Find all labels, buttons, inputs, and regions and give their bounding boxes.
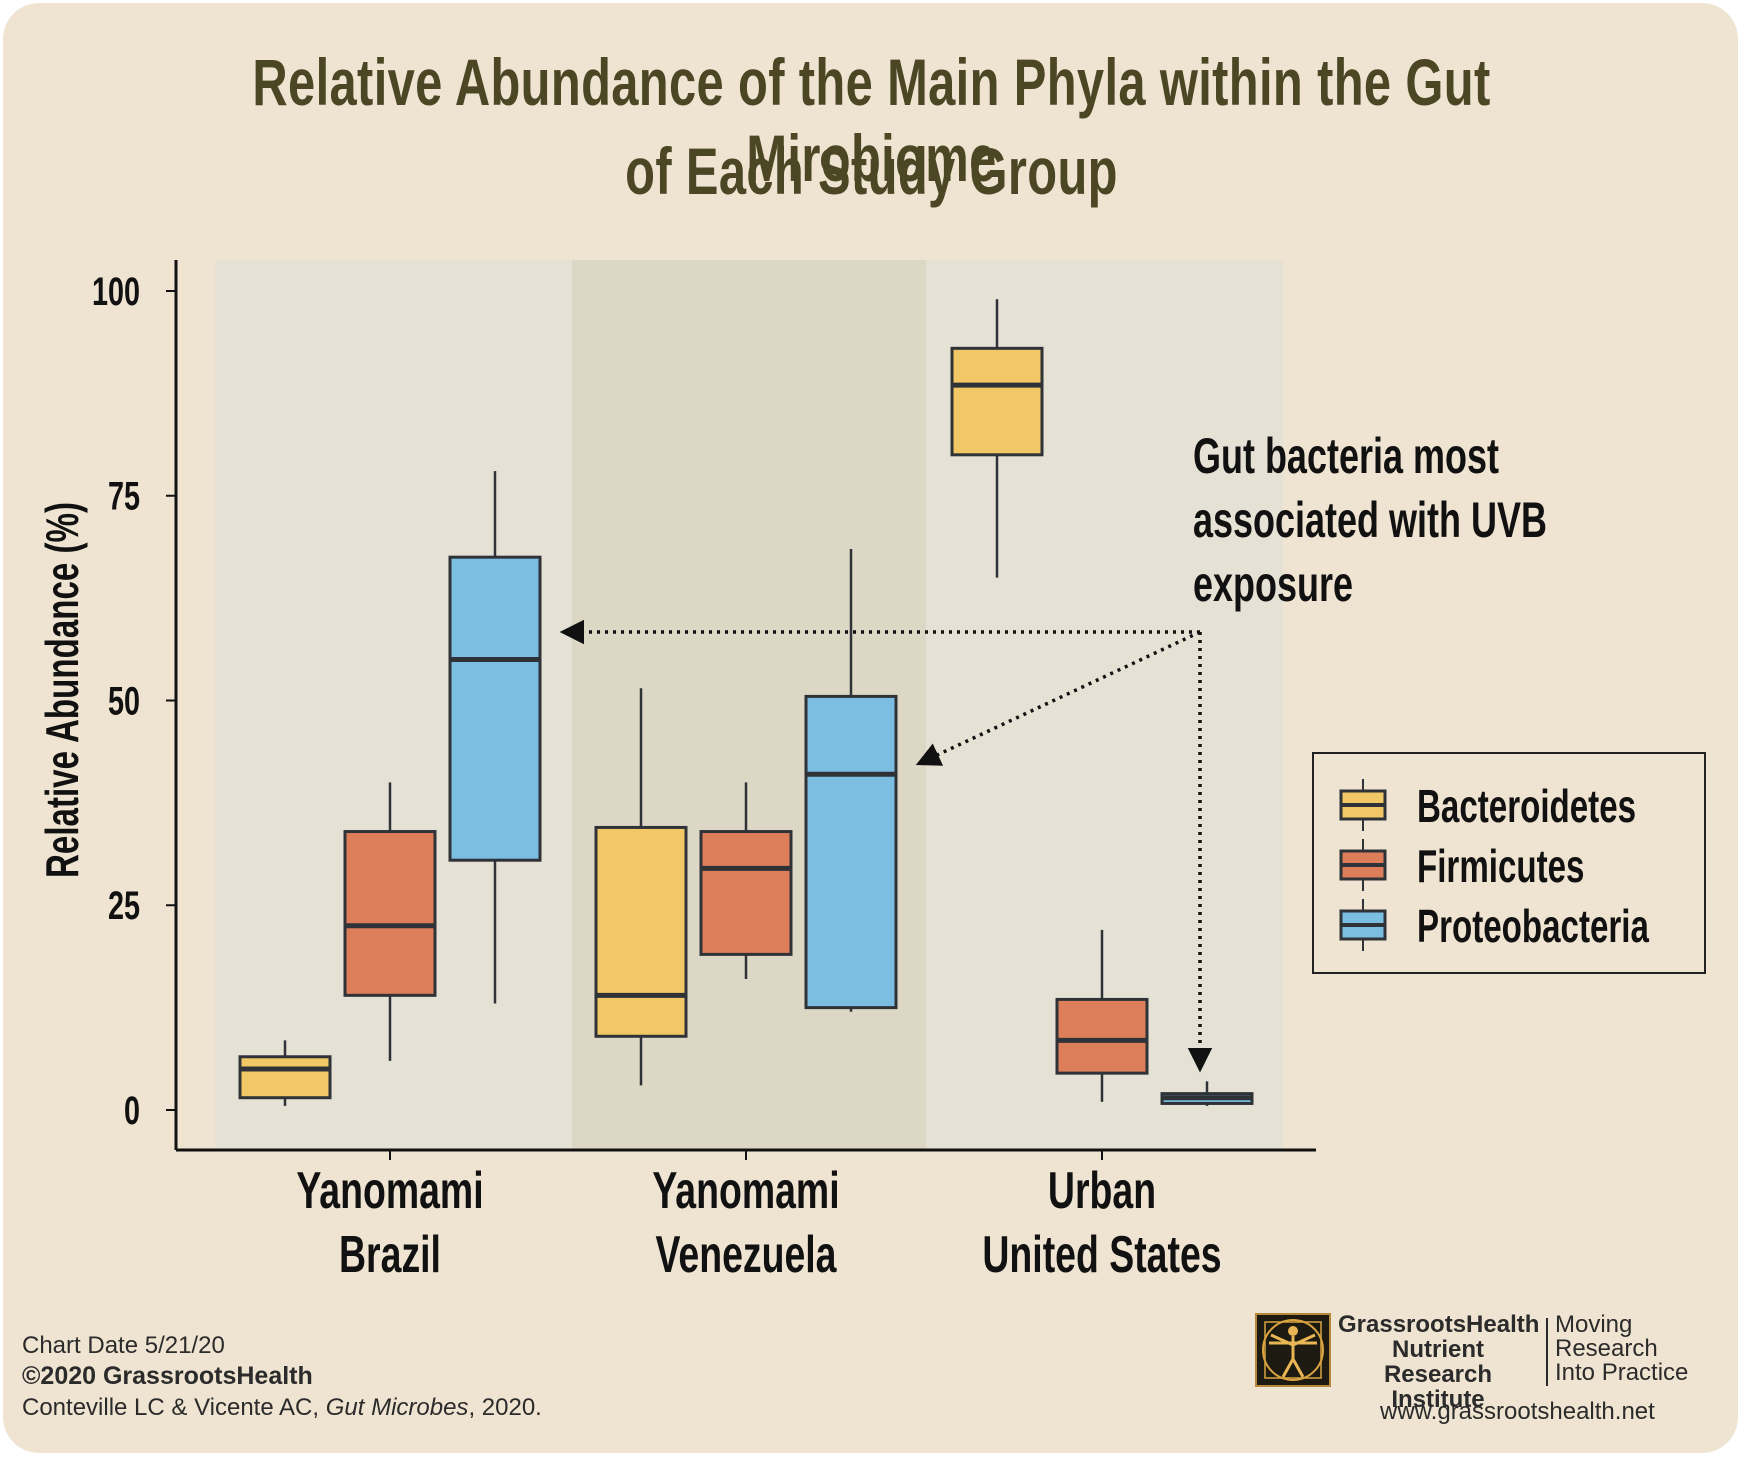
legend-item-proteobacteria: Proteobacteria <box>1339 899 1649 952</box>
box-proteobacteria-2 <box>1160 1081 1254 1106</box>
box-proteobacteria-1 <box>804 548 898 1012</box>
brand-line1: GrassrootsHealth <box>1338 1311 1540 1338</box>
x-tick-label: Venezuela <box>655 1225 837 1284</box>
tagline-line3: Into Practice <box>1555 1359 1689 1386</box>
x-tick-label: Brazil <box>339 1225 441 1284</box>
legend-item-bacteroidetes: Bacteroidetes <box>1339 779 1636 832</box>
citation: Conteville LC & Vicente AC, Gut Microbes… <box>22 1394 542 1422</box>
box-iqr <box>448 555 542 862</box>
grassroots-logo <box>1255 1313 1331 1387</box>
chart-date: Chart Date 5/21/20 <box>22 1332 225 1359</box>
box-bacteroidetes-1 <box>594 688 688 1086</box>
legend-label: Proteobacteria <box>1417 902 1649 952</box>
box-iqr <box>950 346 1044 457</box>
box-iqr <box>1055 997 1149 1075</box>
brand-divider <box>1546 1318 1548 1386</box>
brand-line2: Nutrient <box>1392 1336 1484 1363</box>
box-firmicutes-0 <box>343 782 437 1061</box>
chart-title-line1: Relative Abundance of the Main Phyla wit… <box>252 45 1491 195</box>
box-iqr <box>238 1055 332 1100</box>
box-iqr <box>699 830 793 956</box>
citation-authors: Conteville LC & Vicente AC, <box>22 1394 326 1421</box>
box-iqr <box>594 825 688 1038</box>
box-iqr <box>804 694 898 1010</box>
box-firmicutes-1 <box>699 782 793 979</box>
annotation-text: Gut bacteria most <box>1193 429 1499 484</box>
vitruvian-man-icon <box>1262 1319 1324 1381</box>
copyright: ©2020 GrassrootsHealth <box>22 1362 313 1390</box>
legend-label: Firmicutes <box>1417 842 1584 892</box>
box-bacteroidetes-2 <box>950 299 1044 578</box>
y-tick-label: 25 <box>108 884 140 929</box>
legend-item-firmicutes: Firmicutes <box>1339 839 1584 892</box>
box-firmicutes-2 <box>1055 929 1149 1102</box>
brand-line3: Research Institute <box>1383 1361 1493 1413</box>
x-tick-label: Yanomami <box>652 1161 839 1220</box>
tagline-line1: Moving <box>1555 1311 1633 1338</box>
annotation-text: exposure <box>1193 557 1353 612</box>
x-tick-label: Urban <box>1048 1161 1156 1220</box>
x-tick-label: Yanomami <box>296 1161 483 1220</box>
y-tick-label: 75 <box>108 474 140 519</box>
box-proteobacteria-0 <box>448 471 542 1004</box>
citation-journal: Gut Microbes <box>325 1394 469 1421</box>
citation-year: , 2020. <box>468 1394 542 1421</box>
y-tick-label: 50 <box>108 679 140 724</box>
box-iqr <box>343 830 437 997</box>
y-axis-label: Relative Abundance (%) <box>38 502 88 878</box>
legend-label: Bacteroidetes <box>1417 782 1636 832</box>
brand-name: GrassrootsHealth Nutrient Research Insti… <box>1338 1311 1540 1413</box>
box-bacteroidetes-0 <box>238 1040 332 1106</box>
annotation-text: associated with UVB <box>1193 493 1547 548</box>
website-link[interactable]: www.grassrootshealth.net <box>1380 1398 1655 1425</box>
legend-box <box>1312 752 1706 974</box>
tagline-line2: Research <box>1555 1335 1658 1362</box>
y-tick-label: 100 <box>92 269 140 314</box>
chart-title-line2: of Each Study Group <box>625 134 1118 208</box>
tagline: Moving Research Into Practice <box>1555 1313 1688 1385</box>
x-tick-label: United States <box>982 1225 1221 1284</box>
y-tick-label: 0 <box>124 1088 140 1133</box>
